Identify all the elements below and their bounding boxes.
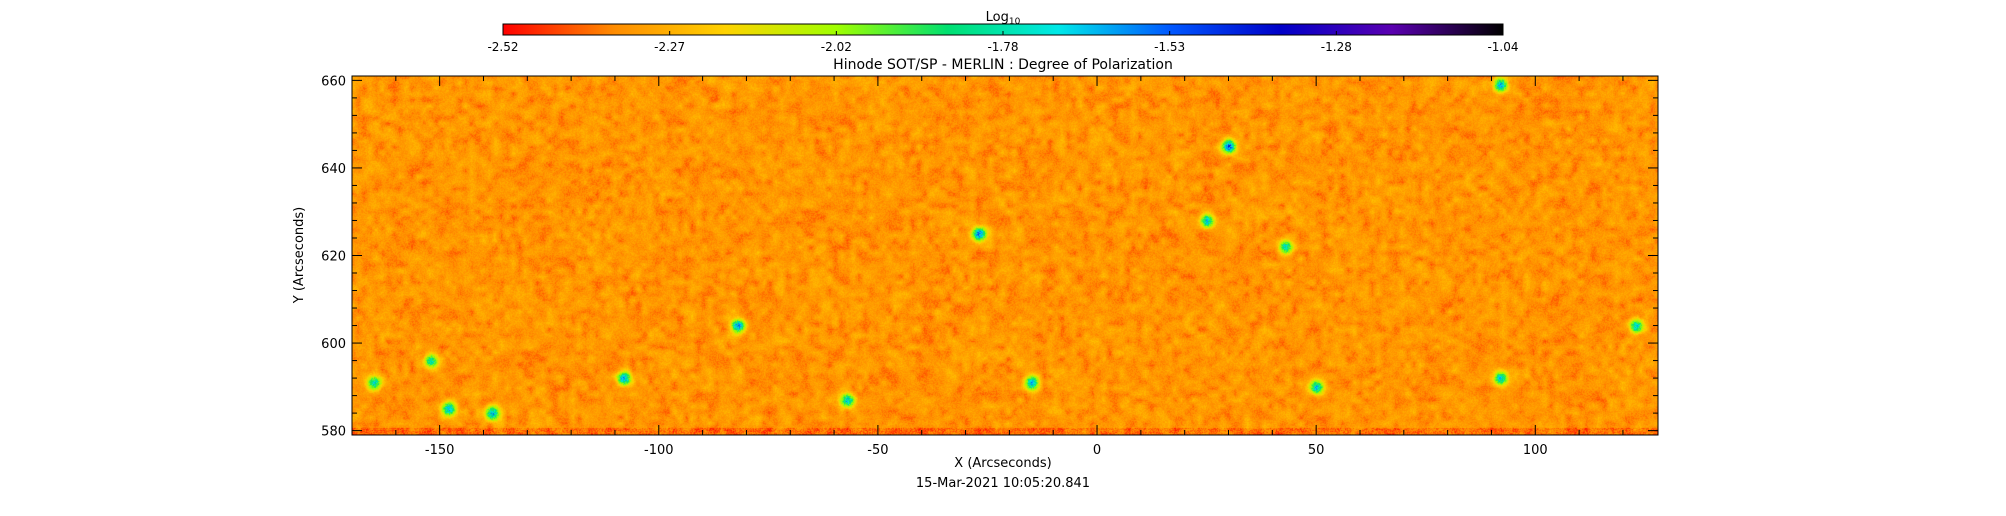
x-tick-label: -50 bbox=[867, 443, 888, 458]
colorbar-tick-label: -1.53 bbox=[1154, 40, 1185, 54]
colorbar-label: Log10 bbox=[986, 10, 1021, 27]
chart-title: Hinode SOT/SP - MERLIN : Degree of Polar… bbox=[833, 57, 1173, 73]
colorbar-tick-label: -2.52 bbox=[487, 40, 518, 54]
colorbar-tick-label: -1.04 bbox=[1487, 40, 1518, 54]
colorbar-label-subscript: 10 bbox=[1009, 17, 1021, 27]
y-tick-label: 660 bbox=[321, 74, 346, 89]
x-tick-label: -100 bbox=[644, 443, 674, 458]
y-tick-label: 640 bbox=[321, 162, 346, 177]
x-axis-label: X (Arcseconds) bbox=[954, 456, 1051, 471]
timestamp: 15-Mar-2021 10:05:20.841 bbox=[916, 476, 1090, 491]
colorbar-tick-label: -2.27 bbox=[654, 40, 685, 54]
y-axis-label: Y (Arcseconds) bbox=[292, 207, 307, 304]
y-axis: 580 600 620 640 660 bbox=[321, 74, 1658, 440]
heatmap-image bbox=[352, 76, 1658, 435]
colorbar-tick-label: -2.02 bbox=[821, 40, 852, 54]
colorbar-tick-label: -1.28 bbox=[1321, 40, 1352, 54]
x-tick-label: 50 bbox=[1308, 443, 1325, 458]
y-tick-label: 620 bbox=[321, 250, 346, 265]
x-tick-label: 100 bbox=[1523, 443, 1548, 458]
x-tick-label: -150 bbox=[425, 443, 455, 458]
x-tick-label: 0 bbox=[1093, 443, 1101, 458]
colorbar-label-main: Log bbox=[986, 10, 1009, 25]
colorbar-tick-label: -1.78 bbox=[987, 40, 1018, 54]
y-tick-label: 580 bbox=[321, 425, 346, 440]
y-tick-label: 600 bbox=[321, 337, 346, 352]
colorbar-ticks: -2.52 -2.27 -2.02 -1.78 -1.53 -1.28 -1.04 bbox=[487, 31, 1519, 54]
x-axis: -150 -100 -50 0 50 100 bbox=[395, 76, 1624, 458]
